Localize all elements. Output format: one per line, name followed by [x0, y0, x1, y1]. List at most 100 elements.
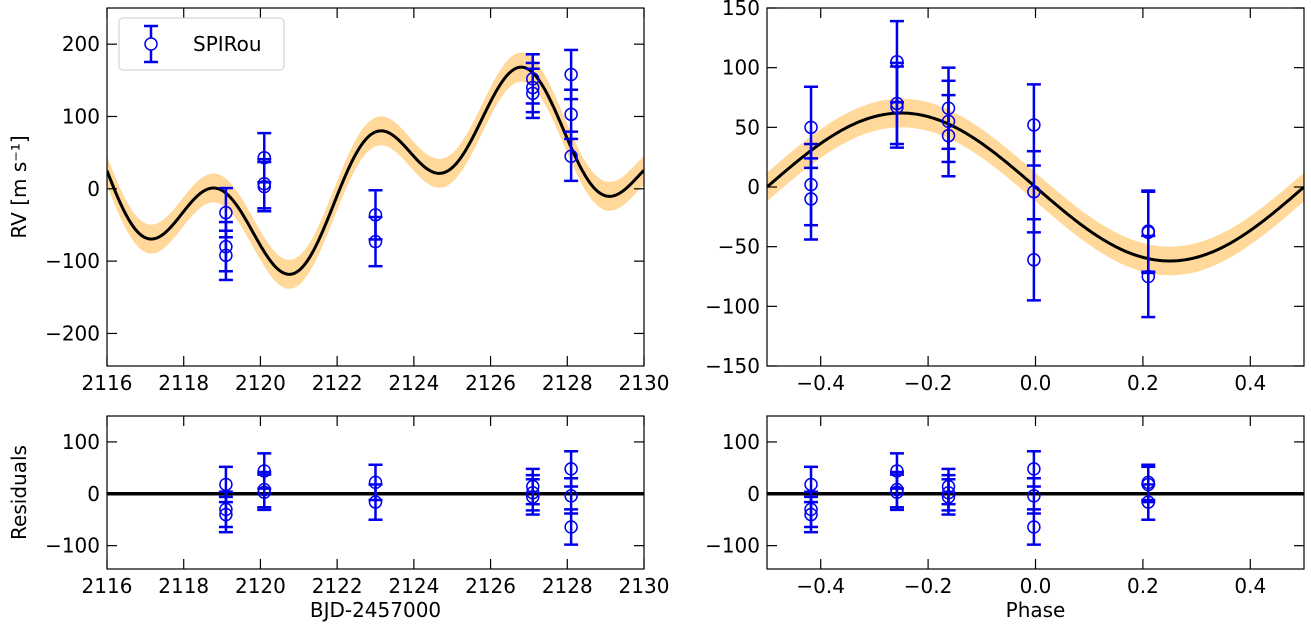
- data-marker: [564, 107, 578, 122]
- data-marker: [219, 205, 233, 220]
- data-marker: [1141, 495, 1156, 509]
- data-point: [368, 215, 383, 268]
- x-tick-label: 2124: [388, 574, 439, 598]
- plot-area-resid-phase: [767, 450, 1304, 546]
- y-tick-label: 100: [722, 430, 760, 454]
- x-axis-title: Phase: [1006, 598, 1066, 622]
- model-curve: [767, 111, 1304, 263]
- legend: SPIRou: [118, 17, 285, 71]
- x-tick-label: 2122: [312, 371, 363, 395]
- data-point: [525, 478, 540, 516]
- data-marker: [890, 485, 904, 499]
- data-marker: [564, 149, 578, 164]
- x-tick-label: 0.0: [1020, 371, 1052, 395]
- y-tick-label: 0: [747, 482, 760, 506]
- data-marker: [564, 67, 578, 82]
- data-point: [218, 229, 233, 282]
- x-tick-label: 2128: [542, 574, 593, 598]
- y-tick-label: −100: [45, 249, 100, 273]
- data-marker: [1027, 462, 1041, 476]
- data-marker: [1141, 269, 1156, 284]
- data-point: [889, 473, 904, 512]
- data-marker: [1027, 185, 1041, 199]
- y-tick-label: 200: [62, 32, 100, 56]
- y-tick-label: 0: [87, 482, 100, 506]
- data-point: [1141, 483, 1156, 521]
- panel-resid-phase: −0.4 −0.2 0.0 0.2 0.4 −100 0 100 Phase: [705, 415, 1305, 622]
- y-tick-label: 50: [735, 115, 760, 139]
- data-marker: [1027, 118, 1041, 132]
- x-tick-label: 2126: [465, 574, 516, 598]
- x-tick-label: 0.4: [1234, 574, 1266, 598]
- data-marker: [941, 490, 956, 504]
- data-marker: [564, 520, 578, 534]
- y-tick-label: −200: [45, 321, 100, 345]
- data-point: [257, 160, 272, 213]
- x-tick-label: 2128: [542, 371, 593, 395]
- data-marker: [1027, 253, 1041, 267]
- x-tick-label: −0.2: [904, 574, 953, 598]
- y-tick-label: −100: [705, 294, 760, 318]
- data-marker: [257, 179, 272, 194]
- x-tick-label: 0.2: [1127, 371, 1159, 395]
- y-tick-label: −150: [705, 354, 760, 378]
- x-tick-label: 2130: [619, 574, 670, 598]
- data-marker: [804, 477, 818, 492]
- x-tick-label: −0.2: [904, 371, 953, 395]
- data-point: [941, 478, 956, 516]
- x-tick-label: 2116: [82, 574, 133, 598]
- data-marker: [526, 86, 540, 101]
- data-marker: [219, 248, 233, 263]
- y-tick-label: −50: [718, 235, 760, 259]
- y-tick-label: −100: [705, 534, 760, 558]
- plot-area-rv-time: [107, 48, 644, 289]
- x-tick-label: 2118: [158, 574, 209, 598]
- data-point: [368, 483, 383, 521]
- data-point: [1141, 234, 1156, 319]
- data-marker: [804, 120, 818, 135]
- data-point: [564, 130, 579, 183]
- data-marker: [219, 507, 233, 522]
- panel-resid-time: 2116 2118 2120 2122 2124 2126 2128 2130 −100 0 100…: [7, 415, 670, 622]
- data-point: [257, 473, 272, 512]
- axes-frame: [106, 415, 645, 570]
- x-tick-label: 2122: [312, 574, 363, 598]
- x-tick-label: 0.4: [1234, 371, 1266, 395]
- x-tick-label: 2116: [82, 371, 133, 395]
- x-tick-label: 0.2: [1127, 574, 1159, 598]
- plot-area-resid-time: [107, 450, 644, 546]
- data-marker: [368, 495, 383, 509]
- y-tick-label: 0: [747, 175, 760, 199]
- x-tick-label: 2120: [235, 371, 286, 395]
- panel-rv-phase: −0.4 −0.2 0.0 0.2 0.4 −150 −100 −50 0 50 100 150: [705, 0, 1305, 395]
- legend-box: [118, 17, 285, 71]
- data-point: [941, 93, 956, 178]
- y-tick-label: 100: [62, 104, 100, 128]
- x-axis-title: BJD-2457000: [310, 598, 441, 622]
- data-point: [804, 157, 819, 241]
- x-tick-label: −0.4: [796, 574, 845, 598]
- x-tick-label: 2124: [388, 371, 439, 395]
- data-point: [804, 495, 819, 534]
- y-axis-title: Residuals: [7, 445, 31, 540]
- data-marker: [368, 234, 383, 249]
- data-marker: [219, 477, 233, 492]
- data-marker: [941, 128, 956, 143]
- data-point: [1026, 217, 1041, 302]
- data-point: [525, 67, 540, 120]
- y-tick-label: 150: [722, 0, 760, 20]
- data-marker: [1027, 520, 1041, 534]
- x-tick-label: −0.4: [796, 371, 845, 395]
- y-axis-title: RV [m s⁻¹]: [7, 135, 31, 238]
- data-marker: [564, 462, 578, 476]
- y-tick-label: 100: [722, 56, 760, 80]
- data-marker: [564, 489, 578, 503]
- y-tick-label: 100: [62, 430, 100, 454]
- y-tick-label: 0: [87, 177, 100, 201]
- legend-marker: [144, 37, 158, 51]
- x-tick-label: 2130: [619, 371, 670, 395]
- x-tick-label: 2118: [158, 371, 209, 395]
- data-marker: [526, 490, 540, 504]
- data-point: [218, 495, 233, 534]
